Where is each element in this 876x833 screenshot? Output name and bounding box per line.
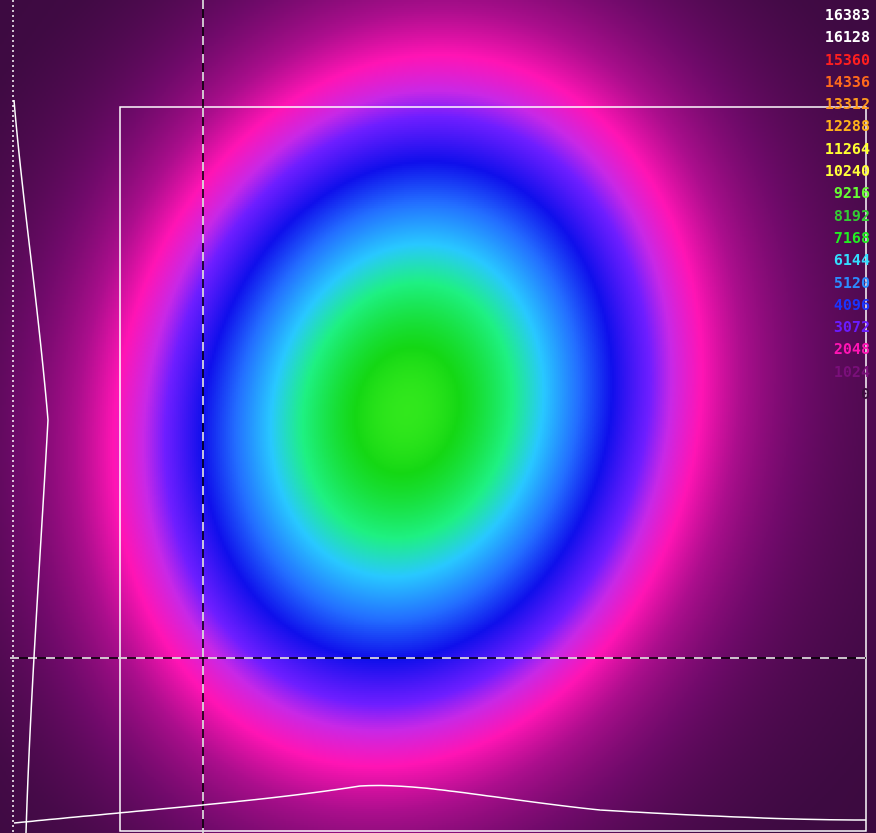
legend-entry: 12288 (824, 117, 870, 136)
legend-entry: 6144 (833, 251, 870, 270)
legend-entry: 16128 (824, 28, 870, 47)
legend-entry: 10240 (824, 162, 870, 181)
legend-entry: 13312 (824, 95, 870, 114)
legend-entry: 4096 (833, 295, 870, 314)
legend-entry: 1024 (833, 362, 870, 381)
intensity-legend: 16383 16128 15360 14336 13312 12288 11264 10240… (798, 4, 870, 405)
legend-entry: 3072 (833, 318, 870, 337)
legend-entry: 0 (860, 385, 870, 404)
legend-entry: 9216 (833, 184, 870, 203)
legend-entry: 11264 (824, 139, 870, 158)
legend-entry: 15360 (824, 50, 870, 69)
horizontal-profile-curve (13, 784, 867, 824)
legend-entry: 8192 (833, 206, 870, 225)
roi-box[interactable] (119, 106, 867, 832)
vertical-profile-curve (13, 99, 49, 833)
legend-entry: 5120 (833, 273, 870, 292)
legend-entry: 16383 (824, 6, 870, 24)
legend-entry: 7168 (833, 228, 870, 247)
legend-entry: 2048 (833, 340, 870, 359)
legend-entry: 14336 (824, 72, 870, 91)
